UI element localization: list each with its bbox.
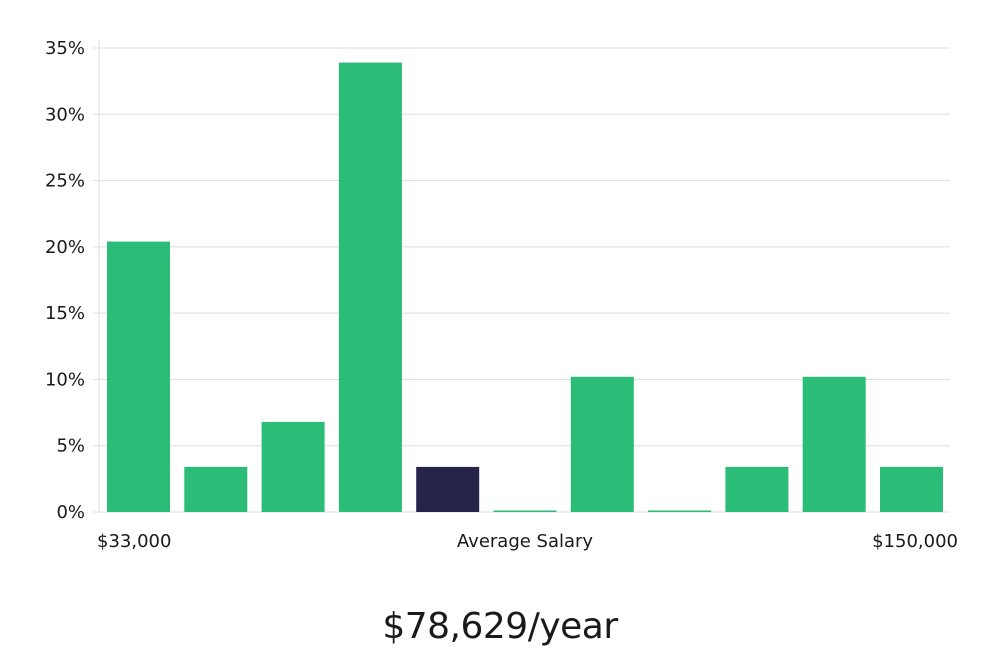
bars — [107, 62, 943, 512]
y-tick-label: 25% — [45, 171, 85, 192]
bar — [184, 466, 248, 512]
bar — [493, 510, 557, 512]
y-tick-label: 5% — [56, 436, 85, 457]
y-tick-label: 30% — [45, 104, 85, 125]
bar — [261, 421, 325, 512]
bar — [570, 376, 634, 512]
x-min-label: $33,000 — [97, 531, 171, 552]
y-tick-label: 35% — [45, 38, 85, 59]
bar — [880, 466, 943, 512]
bar — [725, 466, 789, 512]
x-axis-label: Average Salary — [457, 531, 594, 552]
salary-histogram: 0% 5% 10% 15% 20% 25% 30% 35% $33,000 Average S… — [45, 38, 958, 552]
bar — [802, 376, 866, 512]
y-tick-label: 0% — [56, 502, 85, 523]
y-tick-label: 20% — [45, 237, 85, 258]
y-tick-label: 15% — [45, 303, 85, 324]
bar — [648, 510, 712, 512]
bar — [338, 62, 402, 512]
bar-highlight — [416, 466, 480, 512]
y-tick-label: 10% — [45, 369, 85, 390]
average-salary-value: $78,629/year — [382, 606, 618, 647]
bar — [107, 241, 170, 512]
y-axis-ticks: 0% 5% 10% 15% 20% 25% 30% 35% — [45, 38, 85, 523]
x-max-label: $150,000 — [872, 531, 958, 552]
